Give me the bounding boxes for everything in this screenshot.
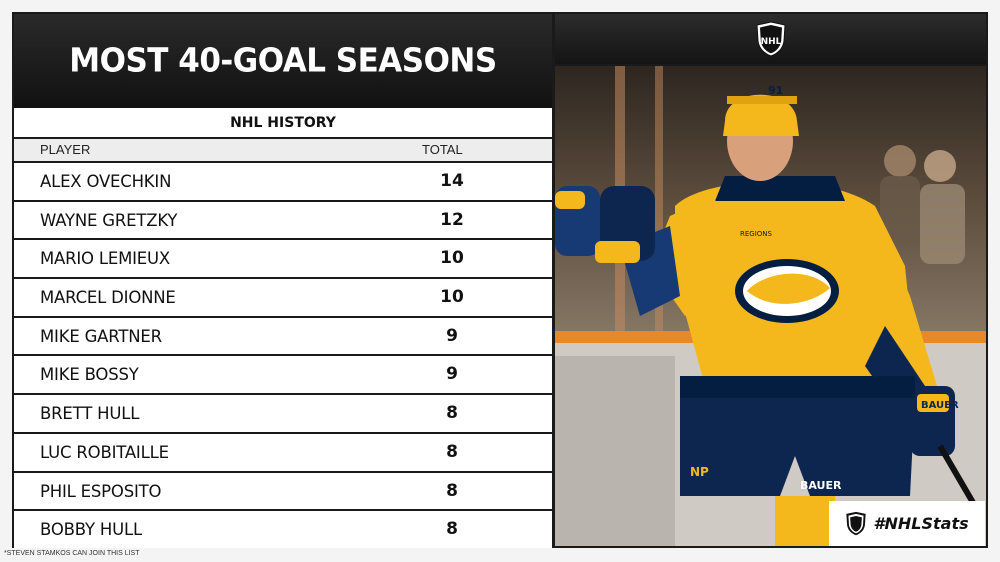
player-total: 9 (446, 364, 458, 385)
page-title: MOST 40-GOAL SEASONS (69, 42, 497, 80)
svg-text:NHL: NHL (760, 37, 781, 47)
svg-text:BAUER: BAUER (800, 479, 842, 492)
logo-bar: NHL (555, 14, 986, 64)
table-row: WAYNE GRETZKY 12 (14, 201, 552, 241)
table-row: MIKE BOSSY 9 (14, 356, 552, 396)
title-banner: MOST 40-GOAL SEASONS (14, 14, 552, 108)
player-total: 10 (440, 287, 464, 308)
svg-text:REGIONS: REGIONS (740, 230, 773, 238)
player-total: 8 (446, 403, 458, 424)
hashtag-text: #NHLStats (873, 514, 969, 533)
player-name: MIKE BOSSY (40, 365, 139, 385)
player-name: MARCEL DIONNE (40, 288, 176, 308)
player-name: WAYNE GRETZKY (40, 210, 178, 230)
player-name: BRETT HULL (40, 404, 140, 424)
player-name: ALEX OVECHKIN (40, 172, 172, 191)
table-row: BOBBY HULL 8 (14, 511, 552, 548)
hashtag-badge: #NHLStats (829, 501, 985, 546)
player-total: 10 (440, 248, 464, 269)
player-total: 9 (446, 325, 458, 346)
player-name: LUC ROBITAILLE (40, 442, 169, 462)
player-name: PHIL ESPOSITO (40, 481, 162, 501)
table-header: PLAYER TOTAL (14, 139, 552, 163)
player-total: 12 (440, 209, 464, 230)
table-row: MARCEL DIONNE 10 (14, 279, 552, 318)
column-header-player: PLAYER (40, 142, 91, 157)
table-row: PHIL ESPOSITO 8 (14, 472, 552, 512)
table-row: ALEX OVECHKIN 14 (14, 163, 552, 202)
player-name: BOBBY HULL (40, 520, 142, 540)
table-row: MARIO LEMIEUX 10 (14, 240, 552, 280)
stats-table: ALEX OVECHKIN 14 WAYNE GRETZKY 12 MARIO LE… (14, 163, 552, 548)
player-illustration: NE BAUER 91 REGIONS NP BAUER (555, 66, 986, 546)
player-total: 8 (446, 441, 458, 462)
table-subtitle: NHL HISTORY (14, 108, 552, 139)
column-header-total: TOTAL (422, 142, 463, 157)
svg-text:BAUER: BAUER (921, 400, 959, 411)
player-name: MIKE GARTNER (40, 326, 162, 346)
svg-text:91: 91 (768, 84, 783, 97)
player-photo: NE BAUER 91 REGIONS NP BAUER (555, 66, 986, 546)
nhl-shield-icon (846, 511, 866, 536)
footnote: *STEVEN STAMKOS CAN JOIN THIS LIST (4, 550, 140, 557)
svg-text:NP: NP (690, 465, 709, 479)
player-total: 8 (446, 519, 458, 540)
player-total: 8 (446, 480, 458, 501)
player-total: 14 (440, 171, 464, 191)
player-name: MARIO LEMIEUX (40, 249, 171, 269)
table-row: BRETT HULL 8 (14, 395, 552, 434)
table-row: MIKE GARTNER 9 (14, 317, 552, 357)
table-row: LUC ROBITAILLE 8 (14, 433, 552, 473)
nhl-shield-icon: NHL (755, 21, 786, 57)
